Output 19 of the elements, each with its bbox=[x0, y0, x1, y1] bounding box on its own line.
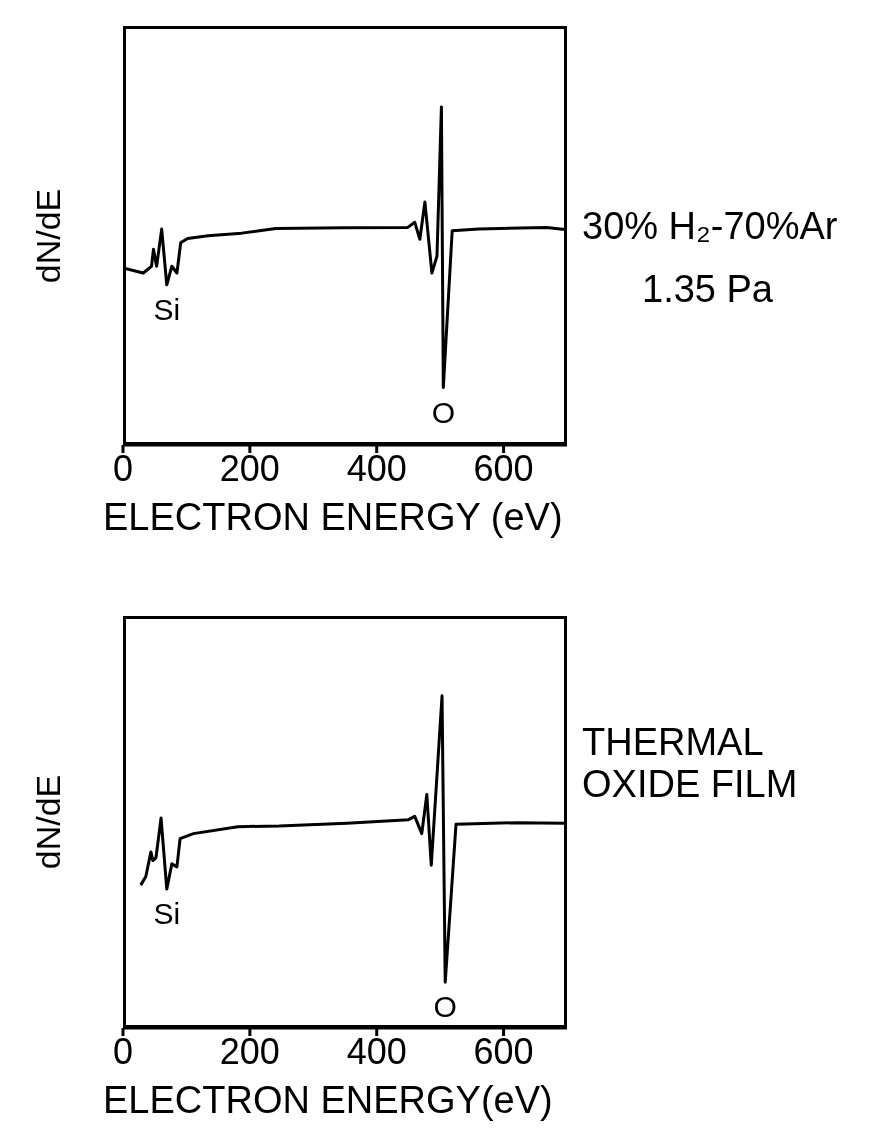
annotation: Si bbox=[153, 293, 181, 327]
text: THERMAL OXIDE FILM bbox=[582, 720, 799, 806]
x-axis-title: ELECTRON ENERGY(eV) bbox=[103, 1079, 553, 1122]
x-tick-label: 600 bbox=[473, 1030, 534, 1072]
y-axis-title: dN/dE bbox=[29, 188, 67, 283]
y-axis-title: dN/dE bbox=[29, 774, 67, 870]
annotation: O bbox=[433, 990, 457, 1024]
text: 30% H₂-70%Ar bbox=[582, 204, 839, 248]
x-axis-title: ELECTRON ENERGY (eV) bbox=[103, 496, 563, 539]
x-tick-label: 400 bbox=[346, 1030, 407, 1072]
x-tick-label: 200 bbox=[219, 447, 280, 489]
annotation: Si bbox=[153, 897, 181, 931]
x-tick-label: 200 bbox=[219, 1030, 280, 1072]
x-tick-label: 400 bbox=[346, 447, 407, 489]
x-tick-label: 0 bbox=[112, 447, 134, 489]
text: 1.35 Pa bbox=[642, 268, 774, 312]
x-tick-label: 600 bbox=[473, 447, 534, 489]
x-tick-label: 0 bbox=[112, 1030, 134, 1072]
annotation: O bbox=[431, 395, 455, 429]
